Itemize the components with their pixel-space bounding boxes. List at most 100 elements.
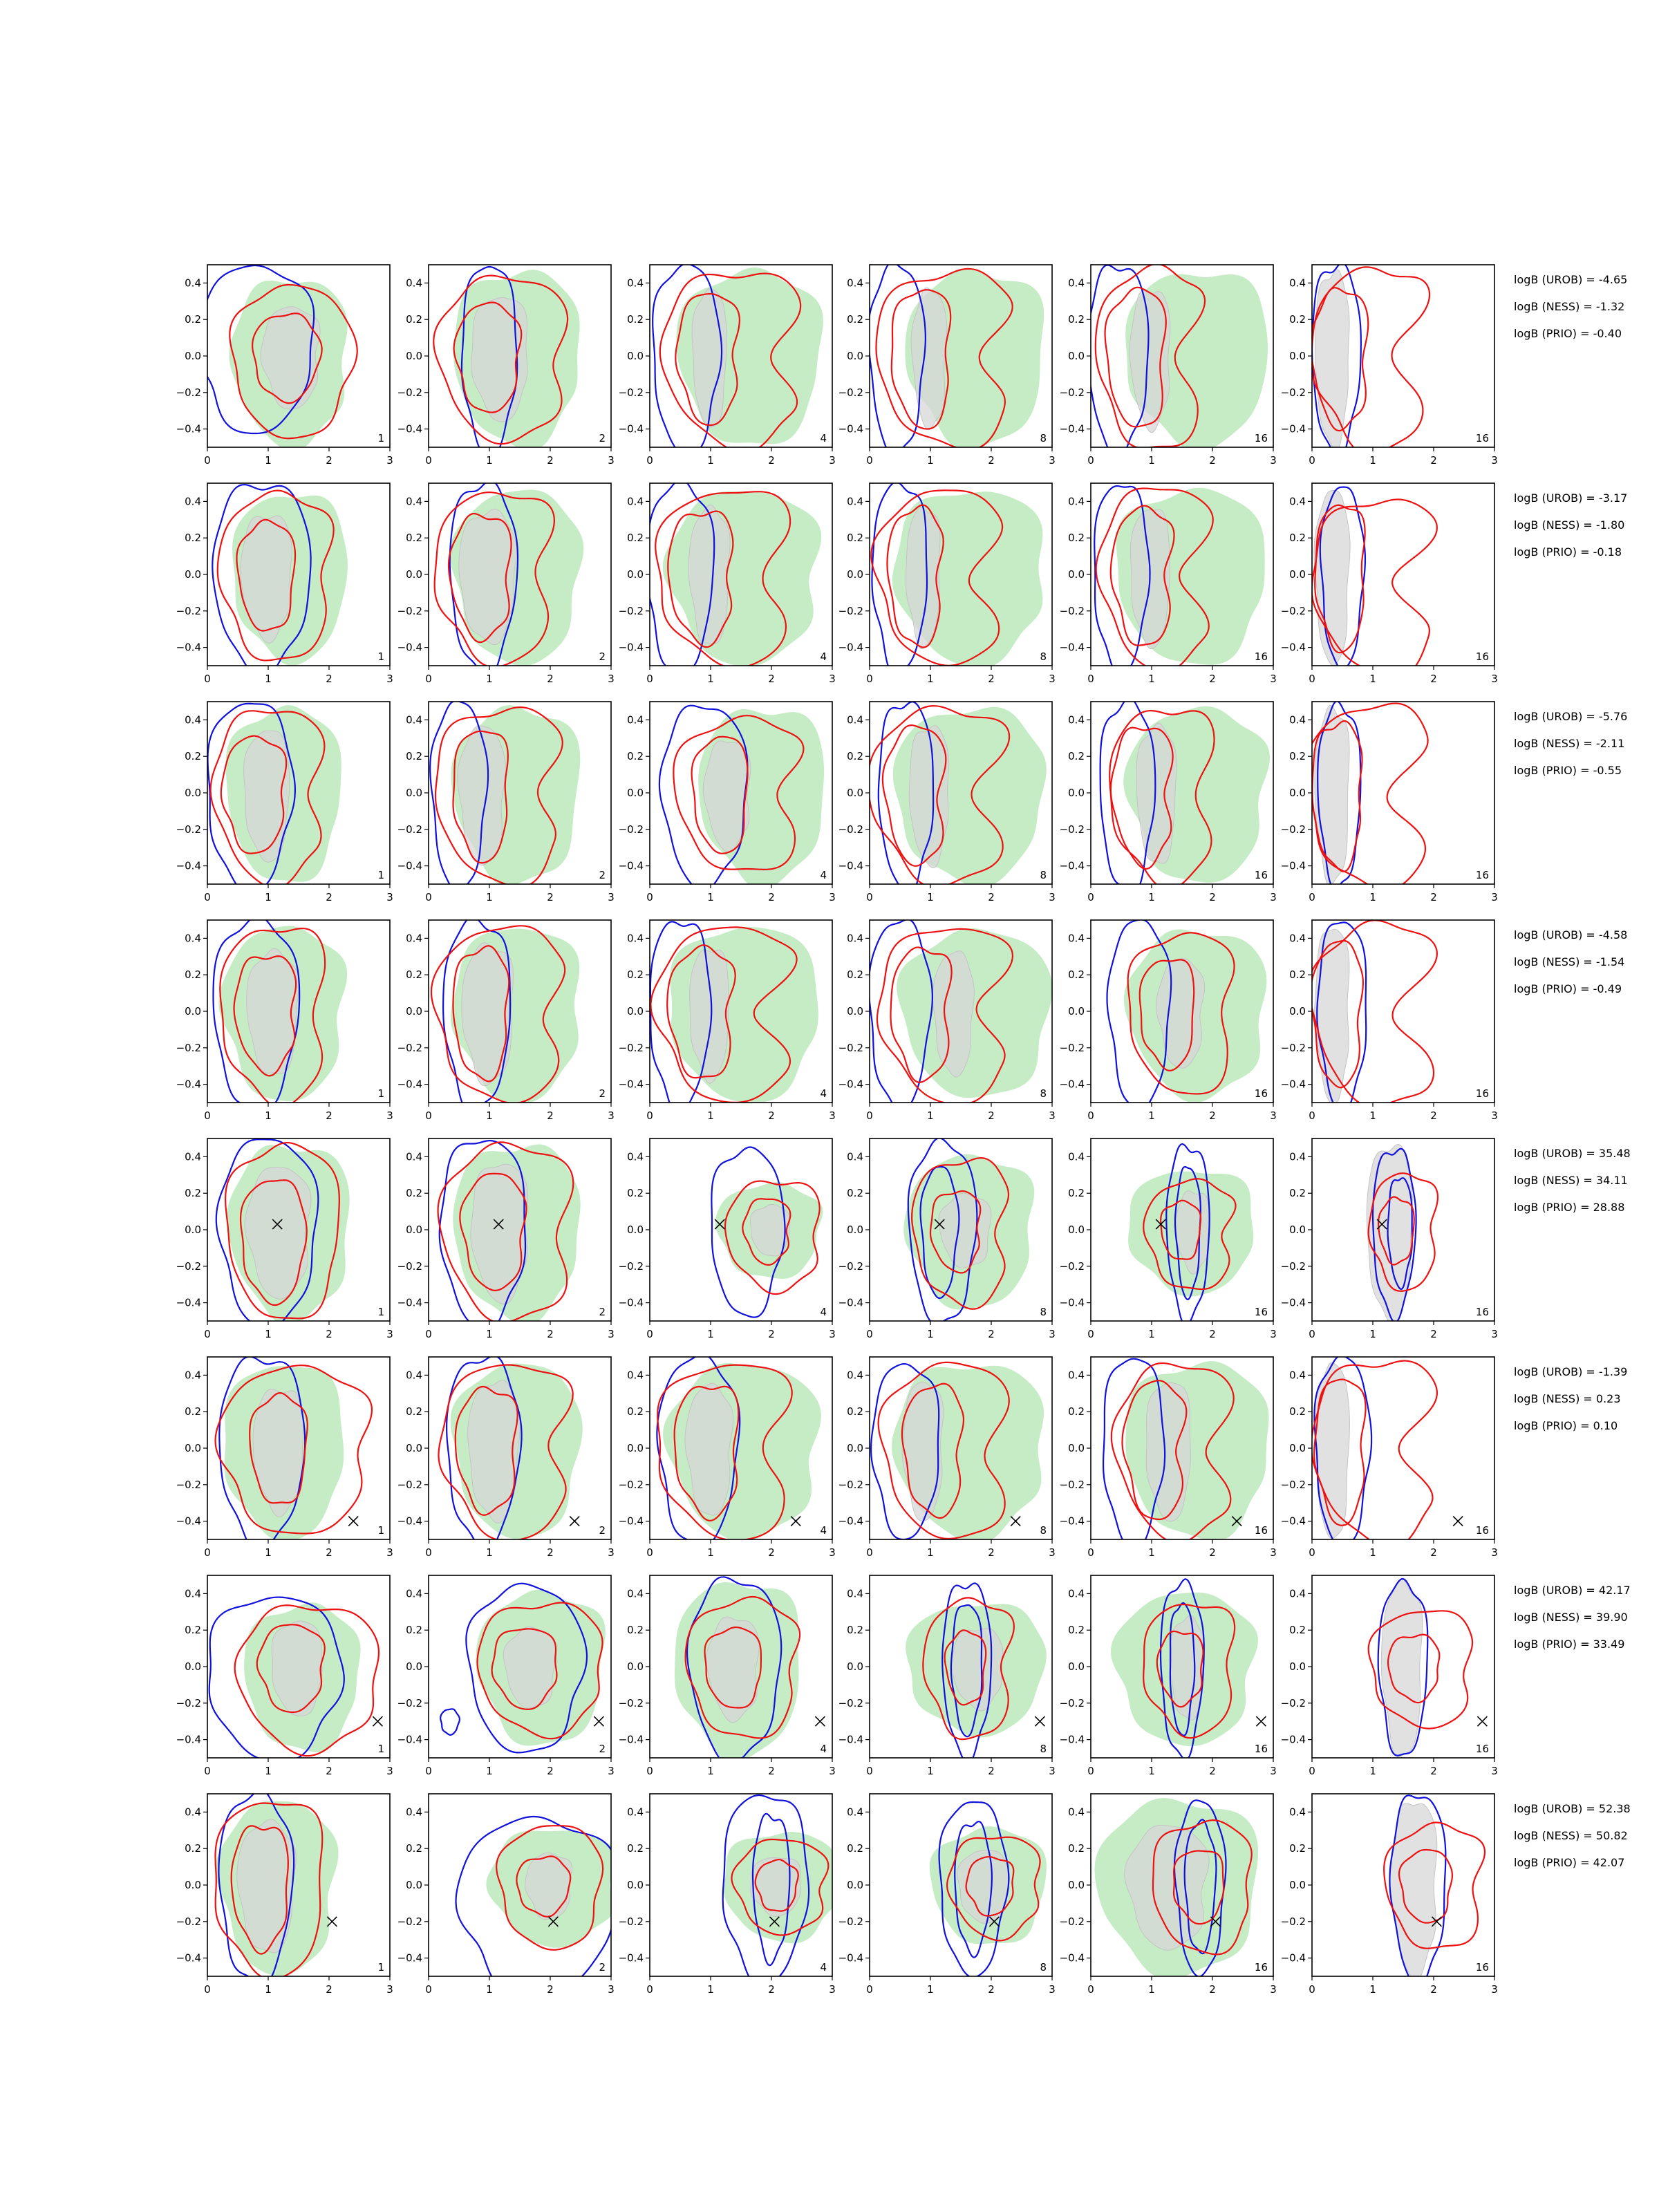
x-tick-label: 1 [707, 891, 714, 903]
blue-contour [941, 1582, 993, 1758]
red-contour [876, 928, 1014, 1103]
panel-plot-area [207, 265, 358, 447]
panel-number-label: 16 [1476, 1306, 1489, 1318]
panel-number-label: 4 [820, 1961, 827, 1974]
blue-contour [1377, 1578, 1429, 1756]
true-value-marker [1255, 1716, 1266, 1727]
x-tick-label: 2 [768, 1546, 775, 1559]
y-tick-label: −0.4 [838, 1515, 863, 1528]
x-tick-label: 3 [386, 1765, 393, 1777]
y-tick-label: −0.4 [619, 860, 644, 872]
blue-contour [656, 1357, 741, 1539]
y-tick-label: 0.0 [1068, 787, 1085, 799]
true-value-marker [1452, 1516, 1463, 1527]
panel-plot-area [214, 1357, 373, 1539]
red-contour [675, 292, 741, 427]
red-contour [1121, 1380, 1188, 1521]
x-tick-label: 2 [1209, 891, 1216, 903]
red-contour [704, 1626, 762, 1709]
y-tick-label: −0.2 [1281, 1697, 1306, 1709]
red-contour [965, 1856, 1015, 1917]
x-tick-label: 2 [1430, 891, 1437, 903]
grey-density-region [458, 508, 517, 646]
y-tick-label: 0.2 [1289, 1405, 1306, 1418]
panel-plot-area [650, 921, 818, 1103]
blue-contour [938, 1801, 1010, 1976]
y-tick-label: −0.4 [838, 1734, 863, 1746]
blue-contour [429, 702, 489, 884]
panel-r5-c1: 0 1 2 3 0.4 0.2 0.0 −0.2 −0.4 1 [176, 1138, 393, 1340]
panel-number-label: 2 [599, 1524, 606, 1537]
x-tick-label: 2 [326, 454, 332, 467]
y-tick-label: 0.0 [847, 1005, 863, 1018]
true-value-marker [1231, 1516, 1242, 1527]
x-tick-label: 2 [768, 673, 775, 685]
x-tick-label: 3 [1491, 1546, 1498, 1559]
y-tick-label: −0.4 [397, 1297, 422, 1309]
y-tick-label: 0.4 [185, 276, 201, 289]
x-tick-label: 0 [425, 1765, 432, 1777]
x-tick-label: 1 [1369, 1546, 1376, 1559]
x-tick-label: 3 [1049, 673, 1056, 685]
red-contour [1152, 1819, 1253, 1956]
y-tick-label: 0.0 [406, 1224, 422, 1236]
x-tick-label: 1 [265, 891, 272, 903]
panel-r5-c2: 0 1 2 30.40.20.0−0.2−0.42 [397, 1138, 615, 1340]
y-tick-label: 0.4 [185, 1806, 201, 1818]
y-tick-label: −0.2 [838, 1697, 863, 1709]
red-contour [944, 1629, 987, 1706]
blue-contour [907, 1138, 978, 1321]
panel-r1-c4: 0 1 2 3 0.4 0.2 0.0 −0.2 −0.4 8 [838, 264, 1056, 467]
blue-contour [1091, 265, 1150, 447]
x-tick-label: 3 [1049, 891, 1056, 903]
x-tick-label: 0 [646, 1765, 653, 1777]
blue-contour [870, 1362, 940, 1539]
panel-number-label: 16 [1255, 1087, 1268, 1100]
x-tick-label: 0 [646, 1546, 653, 1559]
x-tick-label: 1 [1369, 1328, 1376, 1340]
red-contour [875, 268, 1013, 447]
x-tick-label: 3 [1270, 1765, 1277, 1777]
grey-density-region [1129, 290, 1171, 433]
y-tick-label: −0.2 [619, 823, 644, 836]
x-tick-label: 0 [425, 1328, 432, 1340]
x-tick-label: 3 [829, 454, 836, 467]
panel-plot-area [1094, 485, 1265, 666]
panel-grid: 0 1 2 3 0.4 0.2 0.0 −0.2 −0.4 1 0 1 2 3 0.4 0.2 0.0 −0.2 −… [176, 264, 1498, 1996]
logb-label: logB (UROB) = 52.38 [1514, 1802, 1631, 1815]
panel-number-label: 16 [1255, 1524, 1268, 1537]
x-tick-label: 0 [1087, 891, 1094, 903]
red-contour [1143, 1603, 1236, 1739]
y-tick-label: 0.4 [1068, 713, 1085, 726]
x-tick-label: 3 [386, 673, 393, 685]
panel-number-label: 16 [1476, 1961, 1489, 1974]
x-tick-label: 2 [768, 1983, 775, 1996]
y-tick-label: −0.4 [176, 1515, 201, 1528]
y-tick-label: 0.2 [406, 1624, 422, 1636]
y-tick-label: 0.4 [847, 1369, 863, 1381]
y-tick-label: 0.2 [1289, 1842, 1306, 1855]
x-tick-label: 2 [988, 1765, 995, 1777]
y-tick-label: −0.4 [1281, 423, 1306, 435]
x-tick-label: 3 [1049, 1109, 1056, 1122]
x-tick-label: 3 [1491, 1765, 1498, 1777]
panel-plot-area [440, 1582, 606, 1754]
x-tick-label: 1 [707, 1983, 714, 1996]
panel-r5-c5: 0 1 2 3 0.4 0.2 0.0 −0.2 −0.4 16 [1060, 1138, 1277, 1340]
panel-plot-area [1383, 1794, 1486, 1976]
panel-number-label: 2 [599, 650, 606, 663]
y-tick-label: 0.0 [1289, 1442, 1306, 1454]
red-contour [1312, 266, 1431, 447]
panel-plot-area [870, 265, 1044, 447]
y-tick-label: 0.0 [847, 568, 863, 581]
panel-number-label: 8 [1040, 432, 1047, 444]
panel-r8-c2: 0 1 2 30.40.20.0−0.2−0.42 [397, 1793, 615, 1996]
y-tick-label: −0.2 [1060, 1915, 1085, 1928]
panel-plot-area [433, 483, 584, 666]
panel-number-label: 16 [1255, 1743, 1268, 1755]
x-tick-label: 3 [829, 1546, 836, 1559]
y-tick-label: −0.4 [1281, 1297, 1306, 1309]
logb-label: logB (NESS) = -1.54 [1514, 955, 1624, 968]
y-tick-label: −0.2 [176, 386, 201, 399]
red-contour [220, 735, 288, 854]
